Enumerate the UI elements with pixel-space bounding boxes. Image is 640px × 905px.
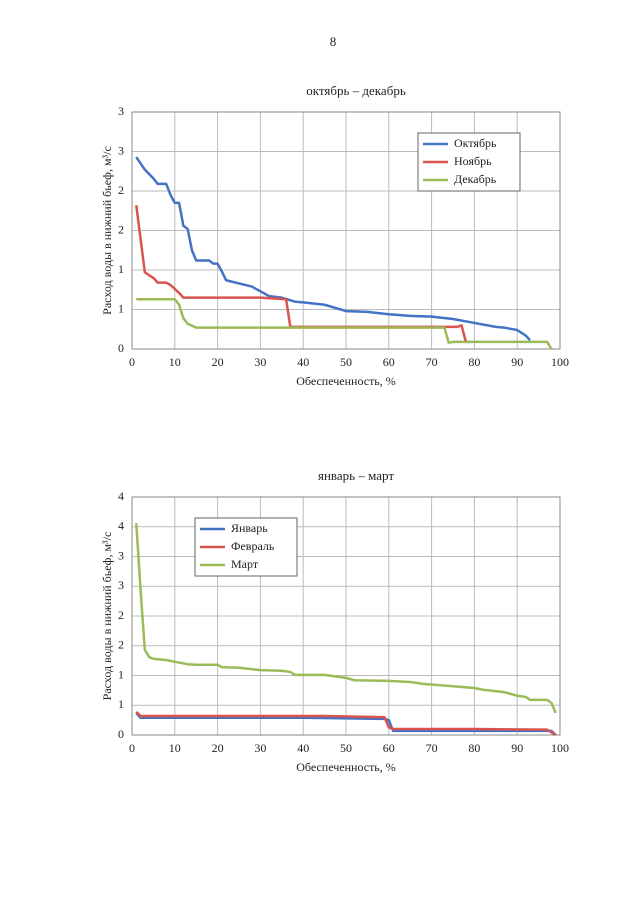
y-tick-label: 2	[118, 183, 124, 197]
x-axis-label: Обеспеченность, %	[296, 760, 396, 774]
x-tick-label: 70	[426, 741, 438, 755]
y-tick-label: 1	[118, 667, 124, 681]
legend-label: Ноябрь	[454, 154, 492, 168]
x-tick-label: 30	[254, 741, 266, 755]
x-tick-label: 60	[383, 741, 395, 755]
x-tick-label: 90	[511, 355, 523, 369]
x-axis-label: Обеспеченность, %	[296, 374, 396, 388]
y-tick-label: 3	[118, 548, 124, 562]
y-tick-label: 0	[118, 727, 124, 741]
y-tick-label: 2	[118, 638, 124, 652]
data-line	[135, 523, 557, 714]
y-tick-label: 1	[118, 697, 124, 711]
chart-title: октябрь – декабрь	[306, 83, 406, 98]
x-tick-label: 0	[129, 355, 135, 369]
x-tick-label: 20	[212, 355, 224, 369]
x-tick-label: 100	[551, 355, 569, 369]
y-tick-label: 4	[118, 519, 124, 533]
y-tick-label: 3	[118, 143, 124, 157]
y-tick-label: 2	[118, 222, 124, 236]
x-tick-label: 40	[297, 355, 309, 369]
x-tick-label: 70	[426, 355, 438, 369]
y-tick-label: 0	[118, 341, 124, 355]
legend-label: Октябрь	[454, 136, 497, 150]
data-line	[135, 205, 471, 344]
y-tick-label: 3	[118, 578, 124, 592]
x-tick-label: 90	[511, 741, 523, 755]
data-line	[136, 297, 553, 350]
x-tick-label: 100	[551, 741, 569, 755]
x-tick-label: 30	[254, 355, 266, 369]
y-tick-label: 2	[118, 608, 124, 622]
legend-label: Март	[231, 557, 259, 571]
x-tick-label: 60	[383, 355, 395, 369]
legend-label: Февраль	[231, 539, 275, 553]
y-tick-label: 1	[118, 301, 124, 315]
plot-frame	[131, 496, 561, 736]
plot-frame	[131, 111, 561, 350]
chart-title: январь – март	[318, 468, 394, 483]
y-axis-label: Расход воды в нижний бьеф, м³/с	[100, 146, 114, 315]
data-line	[135, 156, 531, 342]
x-tick-label: 10	[169, 355, 181, 369]
y-tick-label: 3	[118, 104, 124, 118]
x-tick-label: 50	[340, 355, 352, 369]
x-tick-label: 0	[129, 741, 135, 755]
y-tick-label: 4	[118, 489, 124, 503]
page-number: 8	[330, 34, 337, 49]
x-tick-label: 40	[297, 741, 309, 755]
legend-label: Декабрь	[454, 172, 497, 186]
x-tick-label: 10	[169, 741, 181, 755]
x-tick-label: 80	[468, 741, 480, 755]
y-axis-label: Расход воды в нижний бьеф, м³/с	[100, 532, 114, 701]
data-line	[135, 710, 557, 737]
legend-label: Январь	[231, 521, 268, 535]
x-tick-label: 50	[340, 741, 352, 755]
x-tick-label: 80	[468, 355, 480, 369]
y-tick-label: 1	[118, 262, 124, 276]
x-tick-label: 20	[212, 741, 224, 755]
